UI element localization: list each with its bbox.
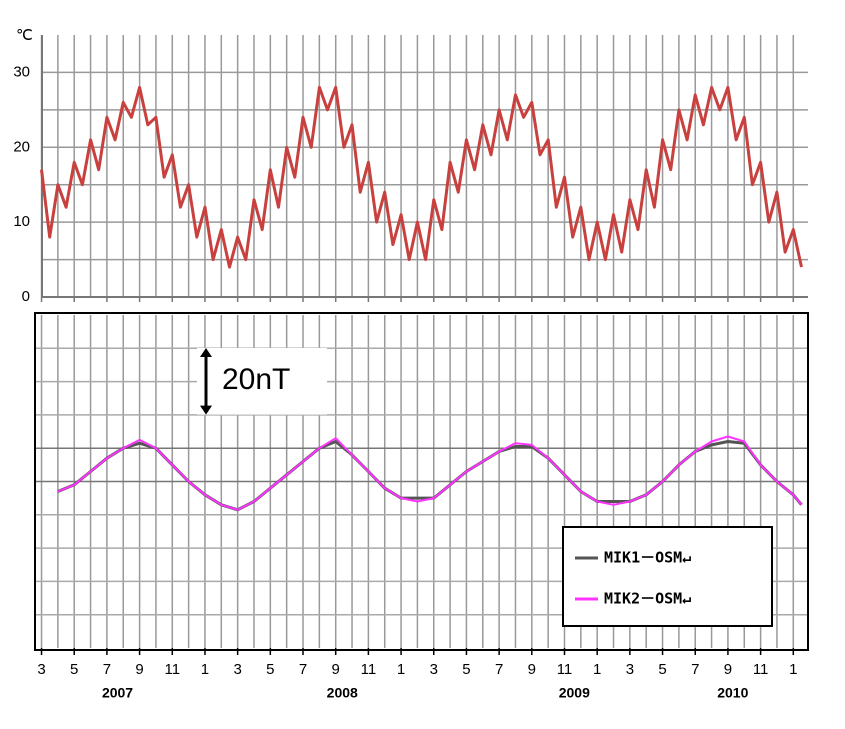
x-tick-label: 3: [430, 661, 438, 678]
x-tick-label: 3: [233, 661, 241, 678]
x-tick-label: 5: [70, 661, 78, 678]
lower-frame: [34, 312, 809, 651]
y-tick-label: 30: [13, 63, 30, 80]
x-tick-label: 3: [37, 661, 45, 678]
year-label: 2008: [327, 685, 358, 701]
y-tick-label: 10: [13, 213, 30, 230]
x-tick-label: 7: [691, 661, 699, 678]
x-tick-label: 1: [201, 661, 209, 678]
y-tick-label: 0: [22, 288, 30, 305]
x-tick-label: 5: [658, 661, 666, 678]
year-label: 2009: [559, 685, 590, 701]
x-tick-label: 9: [332, 661, 340, 678]
year-label: 2007: [102, 685, 133, 701]
series-line: [57, 435, 803, 511]
x-tick-label: 11: [753, 661, 769, 678]
x-tick-label: 9: [528, 661, 536, 678]
x-tick-label: 11: [557, 661, 573, 678]
legend-box: [562, 526, 773, 627]
legend-label: MIK2－OSM↵: [604, 590, 691, 608]
y-unit: ℃: [16, 27, 33, 44]
y-tick-label: 20: [13, 138, 30, 155]
x-tick-label: 9: [724, 661, 732, 678]
scale-box: [197, 348, 327, 415]
x-tick-label: 1: [397, 661, 405, 678]
x-tick-label: 5: [266, 661, 274, 678]
temperature-line: [40, 85, 803, 269]
x-tick-label: 3: [626, 661, 634, 678]
scale-label: 20nT: [222, 363, 290, 396]
x-tick-label: 7: [103, 661, 111, 678]
x-tick-label: 1: [593, 661, 601, 678]
x-tick-label: 7: [495, 661, 503, 678]
x-tick-label: 1: [789, 661, 797, 678]
x-tick-label: 5: [462, 661, 470, 678]
legend-label: MIK1－OSM↵: [604, 549, 691, 567]
x-tick-label: 11: [164, 661, 180, 678]
year-label: 2010: [717, 685, 748, 701]
x-tick-label: 11: [361, 661, 377, 678]
x-tick-label: 7: [299, 661, 307, 678]
x-tick-label: 9: [135, 661, 143, 678]
